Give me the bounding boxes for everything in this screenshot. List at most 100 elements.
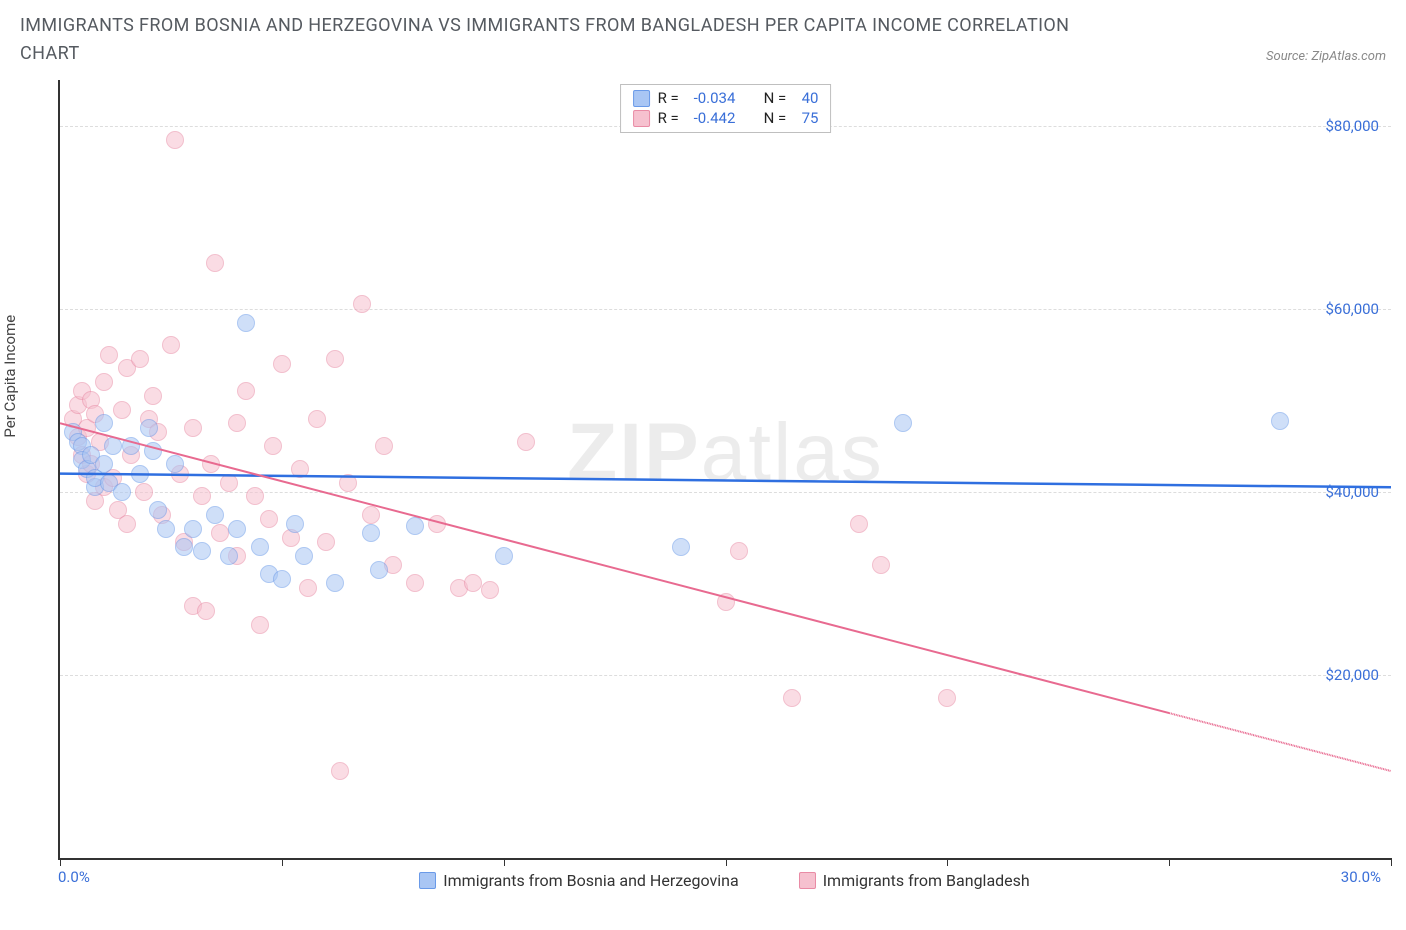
legend-label-bosnia: Immigrants from Bosnia and Herzegovina — [443, 871, 738, 890]
chart-container: Per Capita Income ZIPatlas R =-0.034 N =… — [20, 80, 1391, 900]
data-point-bosnia — [326, 574, 344, 592]
data-point-bangladesh — [273, 355, 291, 373]
data-point-bosnia — [166, 455, 184, 473]
data-point-bangladesh — [260, 510, 278, 528]
data-point-bangladesh — [246, 487, 264, 505]
data-point-bosnia — [193, 542, 211, 560]
data-point-bangladesh — [375, 437, 393, 455]
regression-lines — [60, 80, 1391, 858]
data-point-bosnia — [184, 520, 202, 538]
data-point-bangladesh — [100, 346, 118, 364]
data-point-bosnia — [122, 437, 140, 455]
data-point-bangladesh — [406, 574, 424, 592]
chart-title: IMMIGRANTS FROM BOSNIA AND HERZEGOVINA V… — [20, 12, 1120, 68]
legend-label-bangladesh: Immigrants from Bangladesh — [823, 871, 1030, 890]
y-tick-label: $60,000 — [1325, 300, 1379, 318]
gridline — [60, 675, 1391, 676]
data-point-bangladesh — [251, 616, 269, 634]
data-point-bangladesh — [717, 593, 735, 611]
swatch-bangladesh-icon — [799, 872, 816, 889]
y-tick-label: $40,000 — [1325, 483, 1379, 501]
data-point-bangladesh — [464, 574, 482, 592]
x-tick — [726, 858, 727, 866]
data-point-bangladesh — [237, 382, 255, 400]
data-point-bosnia — [144, 442, 162, 460]
data-point-bangladesh — [317, 533, 335, 551]
data-point-bangladesh — [202, 455, 220, 473]
data-point-bangladesh — [118, 515, 136, 533]
legend-row-bangladesh: R =-0.442 N =75 — [633, 108, 819, 128]
x-tick — [60, 858, 61, 866]
plot-area: ZIPatlas R =-0.034 N =40 R =-0.442 N =75… — [58, 80, 1391, 860]
legend-row-bosnia: R =-0.034 N =40 — [633, 88, 819, 108]
data-point-bosnia — [228, 520, 246, 538]
data-point-bangladesh — [144, 387, 162, 405]
data-point-bangladesh — [193, 487, 211, 505]
data-point-bosnia — [406, 517, 424, 535]
data-point-bosnia — [370, 561, 388, 579]
data-point-bosnia — [273, 570, 291, 588]
data-point-bosnia — [157, 520, 175, 538]
swatch-bosnia-icon — [419, 872, 436, 889]
y-axis-label: Per Capita Income — [1, 315, 19, 438]
watermark: ZIPatlas — [567, 406, 884, 500]
data-point-bangladesh — [264, 437, 282, 455]
x-tick — [1391, 858, 1392, 866]
data-point-bangladesh — [428, 515, 446, 533]
data-point-bangladesh — [783, 689, 801, 707]
data-point-bangladesh — [331, 762, 349, 780]
data-point-bosnia — [362, 524, 380, 542]
data-point-bosnia — [95, 414, 113, 432]
data-point-bangladesh — [95, 373, 113, 391]
data-point-bosnia — [149, 501, 167, 519]
data-point-bosnia — [1271, 412, 1289, 430]
data-point-bosnia — [131, 465, 149, 483]
gridline — [60, 309, 1391, 310]
series-legend: Immigrants from Bosnia and Herzegovina I… — [58, 868, 1391, 892]
data-point-bosnia — [175, 538, 193, 556]
data-point-bangladesh — [113, 401, 131, 419]
data-point-bangladesh — [730, 542, 748, 560]
data-point-bosnia — [237, 314, 255, 332]
x-tick — [504, 858, 505, 866]
data-point-bosnia — [286, 515, 304, 533]
data-point-bosnia — [140, 419, 158, 437]
data-point-bangladesh — [299, 579, 317, 597]
data-point-bangladesh — [211, 524, 229, 542]
data-point-bangladesh — [206, 254, 224, 272]
data-point-bangladesh — [291, 460, 309, 478]
data-point-bangladesh — [308, 410, 326, 428]
data-point-bangladesh — [517, 433, 535, 451]
data-point-bosnia — [104, 437, 122, 455]
data-point-bosnia — [894, 414, 912, 432]
y-tick-label: $80,000 — [1325, 117, 1379, 135]
data-point-bosnia — [495, 547, 513, 565]
data-point-bosnia — [220, 547, 238, 565]
data-point-bosnia — [113, 483, 131, 501]
data-point-bangladesh — [184, 419, 202, 437]
data-point-bosnia — [95, 455, 113, 473]
data-point-bangladesh — [850, 515, 868, 533]
swatch-bangladesh — [633, 110, 650, 127]
data-point-bangladesh — [220, 474, 238, 492]
source-attribution: Source: ZipAtlas.com — [1266, 49, 1386, 64]
data-point-bosnia — [672, 538, 690, 556]
legend-item-bangladesh: Immigrants from Bangladesh — [799, 871, 1030, 890]
data-point-bangladesh — [339, 474, 357, 492]
x-tick — [282, 858, 283, 866]
data-point-bosnia — [251, 538, 269, 556]
data-point-bangladesh — [162, 336, 180, 354]
data-point-bangladesh — [326, 350, 344, 368]
data-point-bangladesh — [481, 581, 499, 599]
x-tick — [947, 858, 948, 866]
legend-item-bosnia: Immigrants from Bosnia and Herzegovina — [419, 871, 738, 890]
data-point-bangladesh — [166, 131, 184, 149]
data-point-bangladesh — [131, 350, 149, 368]
data-point-bangladesh — [938, 689, 956, 707]
correlation-legend: R =-0.034 N =40 R =-0.442 N =75 — [620, 84, 832, 133]
data-point-bangladesh — [362, 506, 380, 524]
data-point-bangladesh — [872, 556, 890, 574]
data-point-bosnia — [206, 506, 224, 524]
data-point-bangladesh — [353, 295, 371, 313]
data-point-bosnia — [295, 547, 313, 565]
